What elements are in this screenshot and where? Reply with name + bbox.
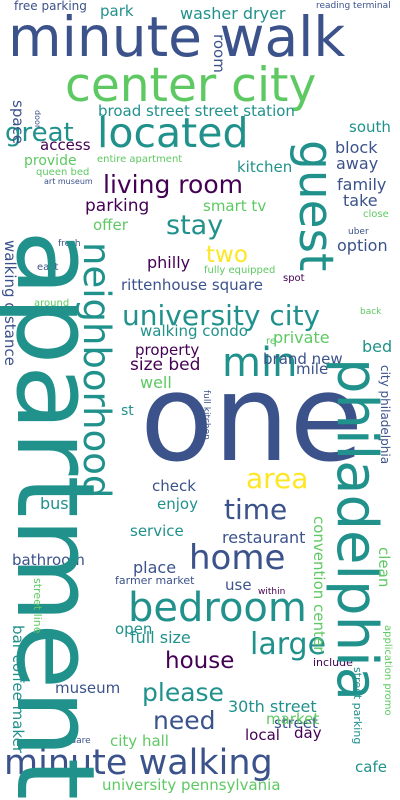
word-bathroom: bathroom: [12, 551, 85, 569]
word-art-museum: art museum: [44, 177, 93, 186]
word-washer-dryer: washer dryer: [180, 4, 286, 23]
word-market: market: [266, 710, 320, 728]
word-bar-coffee-maker: bar coffee maker: [9, 625, 27, 753]
word-re: re: [266, 336, 277, 347]
word-include: include: [313, 656, 353, 669]
word-free-parking: free parking: [14, 0, 87, 13]
word-convention-center: convention center: [310, 516, 328, 653]
word-place: place: [133, 558, 177, 577]
word-house: house: [165, 648, 235, 674]
word-spot: spot: [283, 273, 305, 284]
word-university-city: university city: [122, 299, 321, 332]
word-street-line: street line: [31, 578, 44, 634]
word-philly: philly: [147, 253, 191, 272]
word-property: property: [135, 341, 200, 359]
word-bed: bed: [362, 337, 393, 356]
word-away: away: [336, 154, 379, 173]
word-home: home: [189, 538, 286, 578]
word-check: check: [152, 477, 196, 495]
word-size-bed: size bed: [130, 355, 201, 375]
word-guest: guest: [288, 140, 343, 272]
word-area: area: [246, 462, 309, 495]
word-access: access: [40, 136, 91, 154]
word-walking-condo: walking condo: [140, 322, 248, 340]
word-full-kitchen: full kitchen: [201, 390, 211, 440]
word-rittenhouse-square: rittenhouse square: [121, 276, 263, 294]
word-living-room: living room: [103, 170, 243, 199]
word-minute-walking: minute walking: [4, 743, 273, 783]
word-walking-distance: walking distance: [1, 240, 19, 366]
word-well: well: [140, 373, 172, 392]
word-kitchen: kitchen: [237, 158, 293, 176]
word-located: located: [97, 109, 249, 157]
word-center-city: center city: [65, 58, 317, 113]
word-stay: stay: [166, 210, 224, 241]
word-museum: museum: [55, 679, 121, 697]
word-philadelphia: philadelphia: [324, 358, 389, 701]
word-around: around: [34, 298, 70, 309]
word-close: close: [363, 209, 389, 220]
word-room: room: [210, 34, 228, 73]
word-university-pennsylvania: university pennsylvania: [102, 776, 281, 794]
word-fresh: fresh: [58, 239, 81, 249]
word-family: family: [337, 175, 387, 194]
word-entire-apartment: entire apartment: [97, 154, 183, 165]
word-bedroom: bedroom: [128, 585, 307, 631]
word-east: east: [37, 262, 59, 273]
word-park: park: [100, 2, 134, 20]
word-broad-street-street-station: broad street street station: [98, 102, 295, 120]
word-minute-walk: minute walk: [8, 5, 346, 69]
word-time: time: [224, 493, 288, 526]
word-day: day: [294, 724, 322, 742]
word-parking: parking: [85, 196, 150, 216]
word-door: door: [33, 110, 42, 129]
word-cafe: cafe: [355, 758, 387, 776]
word-two: two: [206, 242, 248, 268]
word-smart-tv: smart tv: [203, 197, 267, 215]
word-local: local: [245, 726, 280, 744]
word-full-size: full size: [130, 628, 191, 647]
word-street-parking: street parking: [351, 667, 364, 745]
word-restaurant: restaurant: [222, 528, 306, 547]
word-space: space: [9, 100, 27, 145]
word-mile: mile: [296, 360, 329, 378]
word-take: take: [343, 191, 378, 210]
word-south: south: [349, 118, 391, 136]
word-min: min: [222, 340, 298, 386]
word-city-hall: city hall: [110, 732, 169, 750]
word-application-promo: application promo: [382, 625, 393, 716]
word-brand-new: brand new: [263, 350, 343, 368]
word-use: use: [225, 576, 252, 594]
word-enjoy: enjoy: [157, 495, 198, 513]
word-square: square: [60, 736, 91, 746]
word-uber: uber: [348, 227, 369, 237]
word-neighborhood: neighborhood: [75, 242, 118, 499]
word-reading-terminal: reading terminal: [316, 1, 391, 11]
word-clean: clean: [375, 547, 393, 588]
word-private: private: [273, 328, 330, 347]
word-option: option: [337, 236, 388, 255]
word-offer: offer: [93, 216, 128, 234]
word-need: need: [153, 706, 216, 735]
word-large: large: [250, 627, 327, 662]
word-fully-equipped: fully equipped: [204, 265, 276, 276]
word-queen-bed: queen bed: [36, 167, 90, 178]
word-please: please: [142, 678, 224, 707]
word-within: within: [258, 587, 286, 597]
word-back: back: [360, 307, 382, 317]
word-open: open: [115, 620, 153, 638]
word-one: one: [140, 350, 364, 489]
word-block: block: [335, 138, 378, 157]
word-service: service: [130, 522, 184, 540]
word-apartment: apartment: [0, 229, 117, 800]
word-great: great: [5, 118, 74, 148]
word-farmer-market: farmer market: [115, 574, 195, 587]
word-st: st: [121, 403, 134, 419]
word-provide: provide: [24, 153, 77, 169]
word-street: street: [274, 714, 318, 732]
word-30th-street: 30th street: [228, 697, 317, 716]
word-bus: bus: [40, 494, 69, 513]
word-city-philadelphia: city philadelphia: [378, 365, 392, 465]
